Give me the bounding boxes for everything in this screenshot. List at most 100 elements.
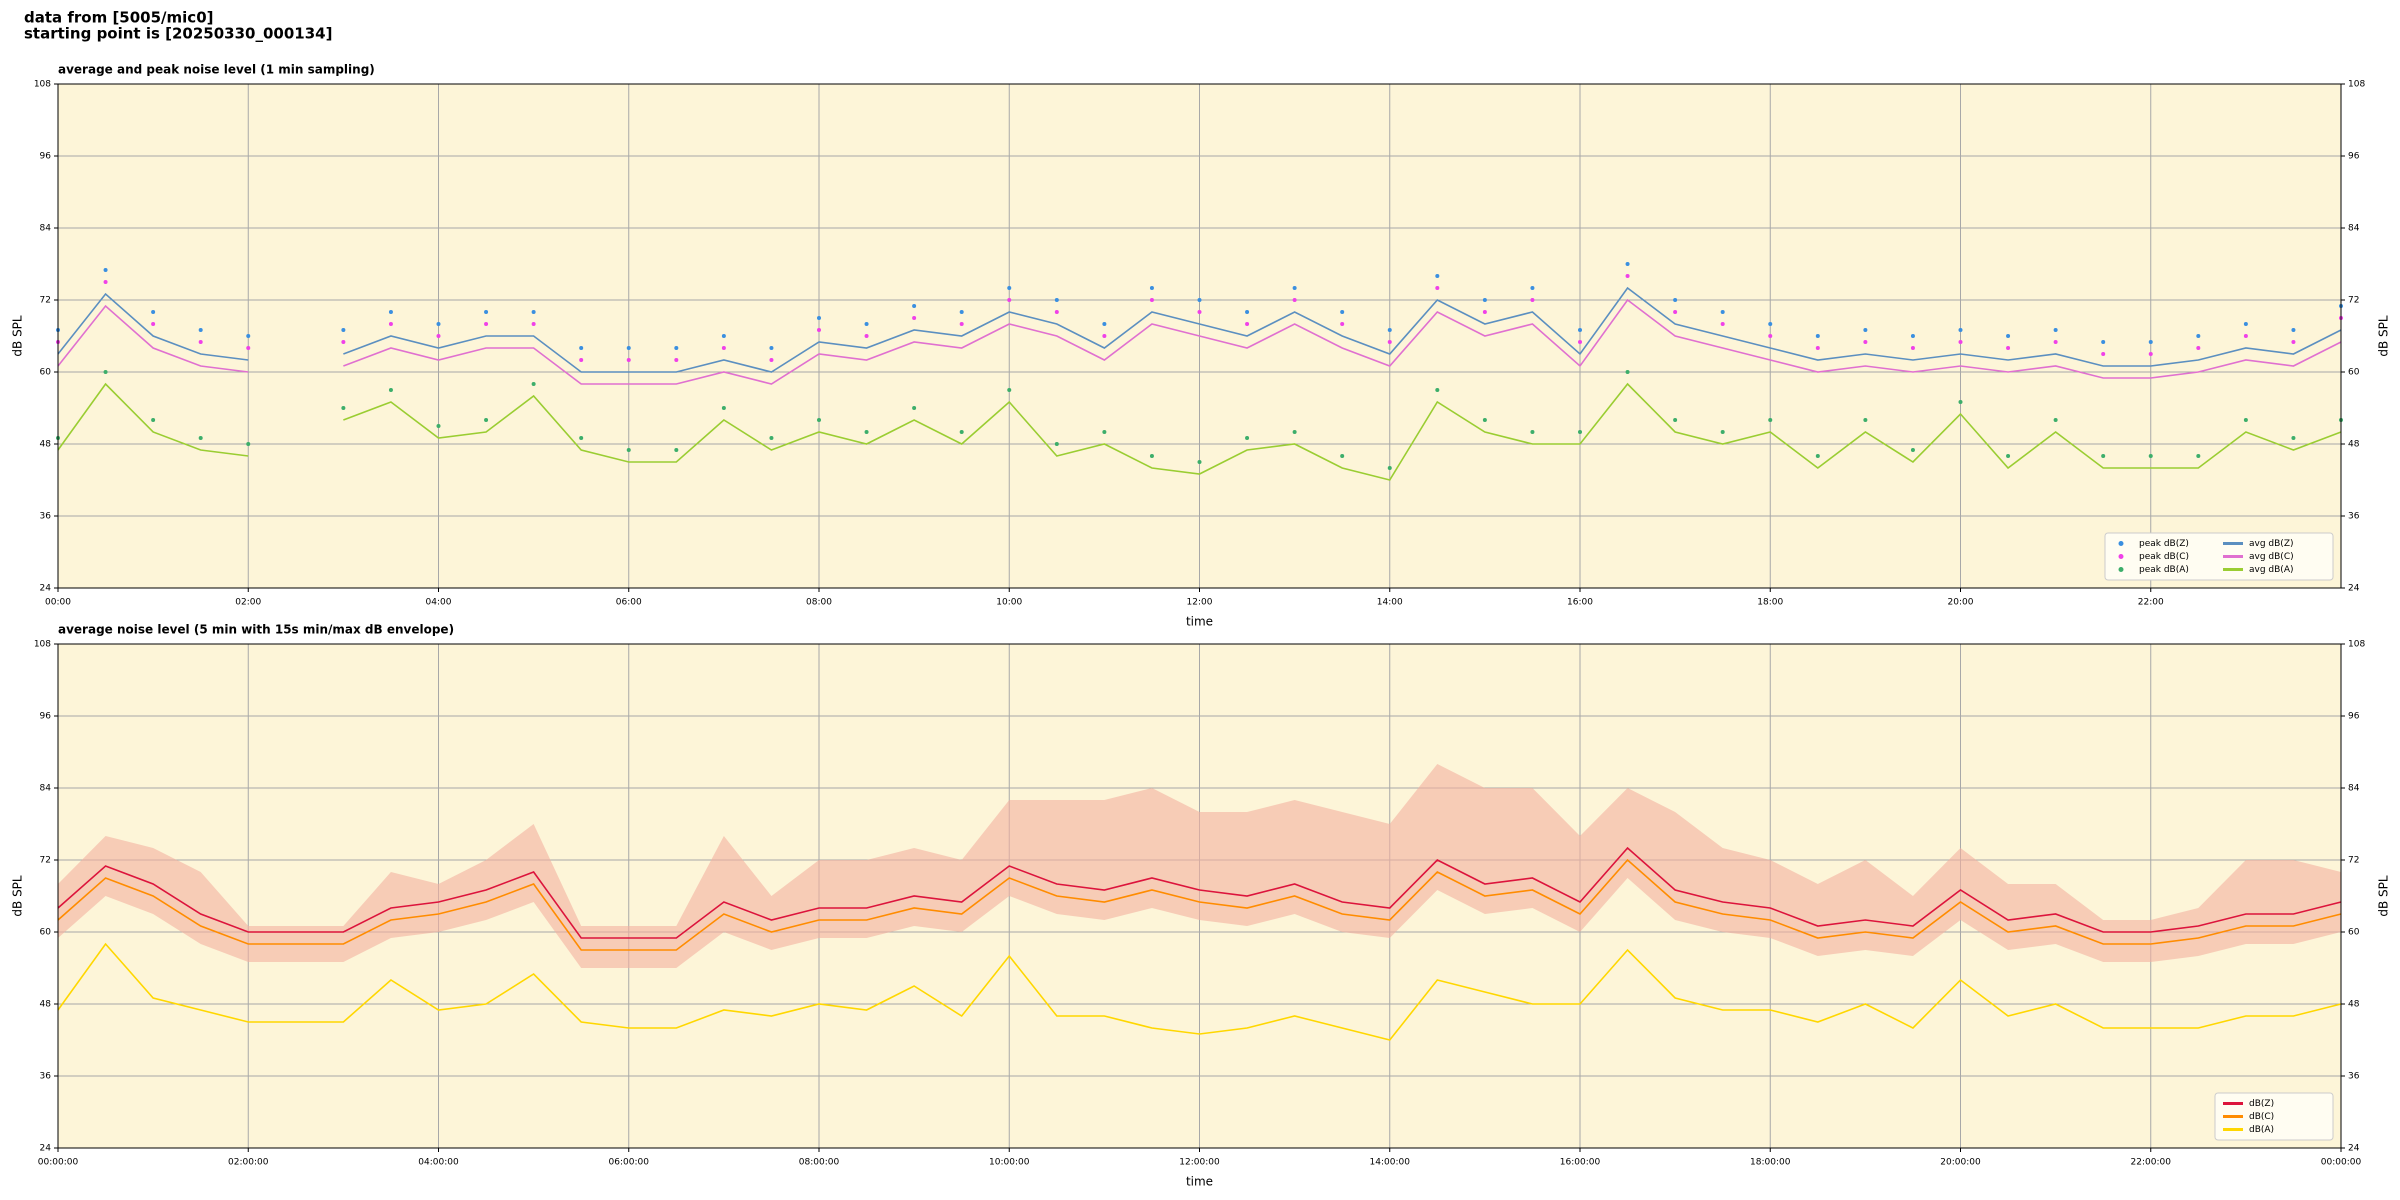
x-tick-label: 18:00	[1757, 598, 1783, 608]
peak-dot	[198, 340, 203, 344]
peak-dot	[2291, 328, 2296, 332]
peak-dot	[1054, 310, 1059, 314]
peak-dot	[341, 340, 346, 344]
x-tick-label: 00:00:00	[2321, 1158, 2362, 1168]
y-tick-label: 36	[2348, 1072, 2360, 1082]
peak-dot	[1197, 298, 1202, 302]
peak-dot	[2006, 346, 2011, 350]
peak-dot	[1625, 274, 1630, 278]
peak-dot	[388, 388, 393, 392]
peak-dot	[246, 346, 251, 350]
peak-dot	[1958, 328, 1963, 332]
x-tick-label: 12:00	[1187, 598, 1213, 608]
peak-dot	[1149, 298, 1154, 302]
peak-dot	[103, 280, 108, 284]
peak-dot	[1007, 298, 1012, 302]
x-tick-label: 12:00:00	[1179, 1158, 1220, 1168]
peak-dot	[1482, 310, 1487, 314]
peak-dot	[864, 322, 869, 326]
peak-dot	[1102, 430, 1107, 434]
y-tick-label: 60	[2348, 928, 2360, 938]
peak-dot	[2006, 334, 2011, 338]
peak-dot	[2006, 454, 2011, 458]
peak-dot	[1054, 298, 1059, 302]
peak-dot	[626, 346, 631, 350]
peak-dot	[1625, 262, 1630, 266]
legend-marker	[2118, 541, 2124, 546]
peak-dot	[1245, 322, 1250, 326]
peak-dot	[1149, 286, 1154, 290]
x-tick-label: 02:00:00	[228, 1158, 269, 1168]
legend-label: avg dB(C)	[2249, 552, 2294, 562]
peak-dot	[1720, 322, 1725, 326]
peak-dot	[2243, 334, 2248, 338]
peak-dot	[1863, 340, 1868, 344]
chart-title: average and peak noise level (1 min samp…	[58, 63, 375, 77]
y-tick-label: 24	[2348, 584, 2360, 594]
x-axis-label: time	[1186, 615, 1213, 629]
peak-dot	[2148, 340, 2153, 344]
legend-box	[2104, 532, 2334, 581]
peak-dot	[1387, 340, 1392, 344]
y-tick-label: 48	[2348, 1000, 2360, 1010]
peak-dot	[2101, 340, 2106, 344]
x-tick-label: 10:00:00	[989, 1158, 1030, 1168]
peak-dot	[769, 436, 774, 440]
peak-dot	[1673, 418, 1678, 422]
x-tick-label: 14:00:00	[1370, 1158, 1411, 1168]
y-axis-label: dB SPL	[2377, 875, 2391, 917]
series-line	[57, 382, 2342, 481]
peak-dot	[721, 334, 726, 338]
legend-label: peak dB(A)	[2139, 565, 2189, 575]
series-line	[57, 298, 2342, 385]
peak-dot	[198, 328, 203, 332]
peak-dot	[1673, 310, 1678, 314]
peak-dot	[2101, 454, 2106, 458]
x-tick-label: 04:00:00	[418, 1158, 459, 1168]
y-tick-label: 24	[2348, 1144, 2360, 1154]
peak-dot	[2148, 454, 2153, 458]
y-tick-label: 48	[2348, 440, 2360, 450]
peak-dot	[769, 346, 774, 350]
peak-dot	[1815, 346, 1820, 350]
peak-dot	[388, 310, 393, 314]
x-tick-label: 10:00	[996, 598, 1022, 608]
peak-dot	[2101, 352, 2106, 356]
x-axis-label: time	[1186, 1175, 1213, 1189]
legend-marker	[2118, 554, 2124, 559]
peak-dot	[1863, 328, 1868, 332]
plot-frame	[57, 83, 2342, 589]
peak-dot	[674, 346, 679, 350]
y-tick-label: 96	[40, 152, 52, 162]
peak-dot	[1435, 388, 1440, 392]
y-axis-label: dB SPL	[11, 315, 25, 357]
y-tick-label: 84	[40, 784, 52, 794]
peak-dot	[246, 442, 251, 446]
legend-label: avg dB(A)	[2249, 565, 2293, 575]
peak-dot	[1340, 322, 1345, 326]
peak-dot	[579, 436, 584, 440]
y-tick-label: 72	[2348, 296, 2359, 306]
peak-dot	[1720, 310, 1725, 314]
x-tick-label: 14:00	[1377, 598, 1403, 608]
peak-dot	[1578, 340, 1582, 344]
peak-dot	[959, 310, 964, 314]
y-tick-label: 84	[2348, 784, 2360, 794]
y-tick-label: 72	[2348, 856, 2359, 866]
peak-dot	[2196, 346, 2201, 350]
chart-title: average noise level (5 min with 15s min/…	[58, 623, 454, 637]
peak-dot	[912, 304, 917, 308]
y-tick-label: 36	[40, 1072, 52, 1082]
y-tick-label: 108	[34, 640, 51, 650]
y-tick-label: 108	[2348, 80, 2365, 90]
peak-dot	[2053, 328, 2058, 332]
x-tick-label: 20:00:00	[1940, 1158, 1981, 1168]
legend-label: avg dB(Z)	[2249, 539, 2294, 549]
peak-dot	[2148, 352, 2153, 356]
y-tick-label: 108	[34, 80, 51, 90]
x-tick-label: 02:00	[235, 598, 261, 608]
peak-dot	[817, 418, 821, 422]
peak-dot	[674, 358, 679, 362]
